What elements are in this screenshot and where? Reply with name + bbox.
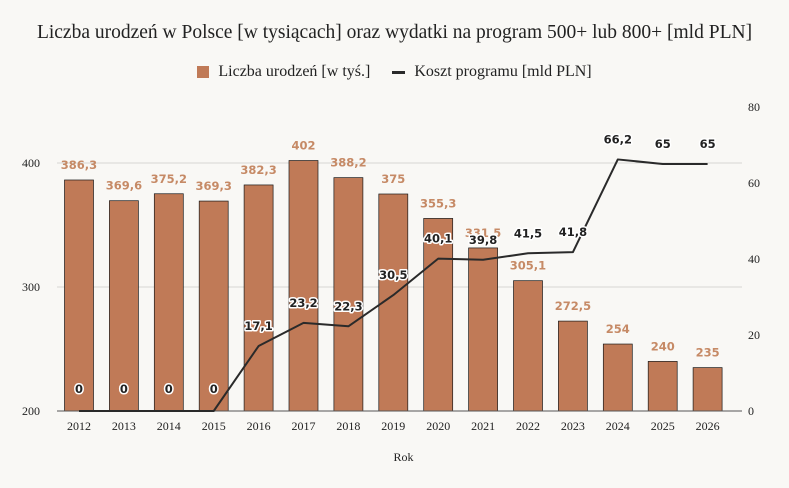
x-tick-label: 2023 [561, 419, 585, 433]
legend-swatch-bar [197, 66, 210, 78]
x-tick-label: 2021 [471, 419, 495, 433]
bar [423, 218, 454, 412]
line-data-label: 0 [75, 382, 83, 396]
bar [513, 280, 543, 412]
line-data-label: 40,1 [424, 232, 452, 246]
line-data-label: 30,5 [379, 268, 407, 282]
bar [333, 177, 364, 412]
x-tick-label: 2013 [112, 419, 136, 433]
x-tick-label: 2025 [651, 419, 675, 433]
bar-data-label: 375,2 [151, 172, 187, 186]
x-tick-label: 2014 [157, 419, 181, 433]
legend-swatch-line [392, 70, 406, 74]
bar-data-label: 235 [696, 346, 720, 360]
bar [468, 247, 498, 412]
line-data-label: 65 [655, 137, 671, 151]
x-tick-label: 2022 [516, 419, 540, 433]
x-tick-label: 2019 [381, 419, 405, 433]
bar [109, 200, 139, 412]
x-tick-label: 2024 [606, 419, 630, 433]
line-data-label: 39,8 [469, 233, 497, 247]
bar-data-label: 388,2 [330, 156, 366, 170]
bar [558, 320, 588, 412]
x-tick-label: 2015 [202, 419, 226, 433]
legend-label-cost: Koszt programu [mld PLN] [414, 63, 592, 80]
bar-data-label: 369,6 [106, 179, 142, 193]
x-tick-label: 2026 [696, 419, 720, 433]
bar [153, 193, 184, 412]
line-data-label: 0 [210, 382, 218, 396]
line-data-label: 65 [700, 137, 716, 151]
line-data-label: 0 [120, 382, 128, 396]
x-axis-title: Rok [393, 450, 413, 464]
legend-item-cost: Koszt programu [mld PLN] [392, 63, 592, 81]
y-tick-label-right: 60 [748, 176, 760, 190]
line-data-label: 23,2 [289, 296, 317, 310]
y-tick-label-right: 20 [748, 328, 760, 342]
y-tick-label-right: 0 [748, 404, 754, 418]
bar-data-label: 369,3 [196, 179, 232, 193]
bar-data-label: 272,5 [555, 299, 591, 313]
bar [647, 361, 678, 412]
bar [243, 184, 274, 412]
line-data-label: 17,1 [244, 319, 272, 333]
chart-title: Liczba urodzeń w Polsce [w tysiącach] or… [36, 22, 753, 43]
bar-data-label: 386,3 [61, 158, 97, 172]
legend-label-births: Liczba urodzeń [w tyś.] [218, 63, 371, 80]
bar [378, 193, 409, 412]
bar-data-label: 331,5 [465, 226, 501, 240]
legend: Liczba urodzeń [w tyś.] Koszt programu [… [0, 63, 789, 81]
x-tick-label: 2020 [426, 419, 450, 433]
y-tick-label-left: 400 [22, 156, 40, 170]
y-tick-label-right: 80 [748, 100, 760, 114]
cost-line [79, 158, 708, 412]
y-tick-label-right: 40 [748, 252, 760, 266]
bar-data-label: 355,3 [420, 196, 456, 210]
x-tick-label: 2017 [292, 419, 316, 433]
x-tick-label: 2012 [67, 419, 91, 433]
line-data-label: 41,8 [559, 225, 587, 239]
line-data-label: 0 [165, 382, 173, 396]
bar [288, 160, 319, 412]
bar-data-label: 305,1 [510, 259, 546, 273]
bar [602, 343, 633, 412]
x-tick-label: 2018 [336, 419, 360, 433]
line-data-label: 41,5 [514, 226, 542, 240]
line-data-label: 66,2 [604, 132, 632, 146]
y-tick-label-left: 200 [22, 404, 40, 418]
bar [692, 367, 723, 412]
bar-data-label: 382,3 [240, 163, 276, 177]
bar-data-label: 240 [651, 339, 675, 353]
legend-item-births: Liczba urodzeń [w tyś.] [197, 63, 370, 81]
bar-data-label: 402 [291, 139, 315, 153]
bar [64, 179, 94, 412]
line-data-label: 22,3 [334, 299, 362, 313]
x-tick-label: 2016 [247, 419, 271, 433]
bar [198, 200, 229, 412]
bar-data-label: 254 [606, 322, 630, 336]
y-tick-label-left: 300 [22, 280, 40, 294]
bar-data-label: 375 [381, 172, 405, 186]
